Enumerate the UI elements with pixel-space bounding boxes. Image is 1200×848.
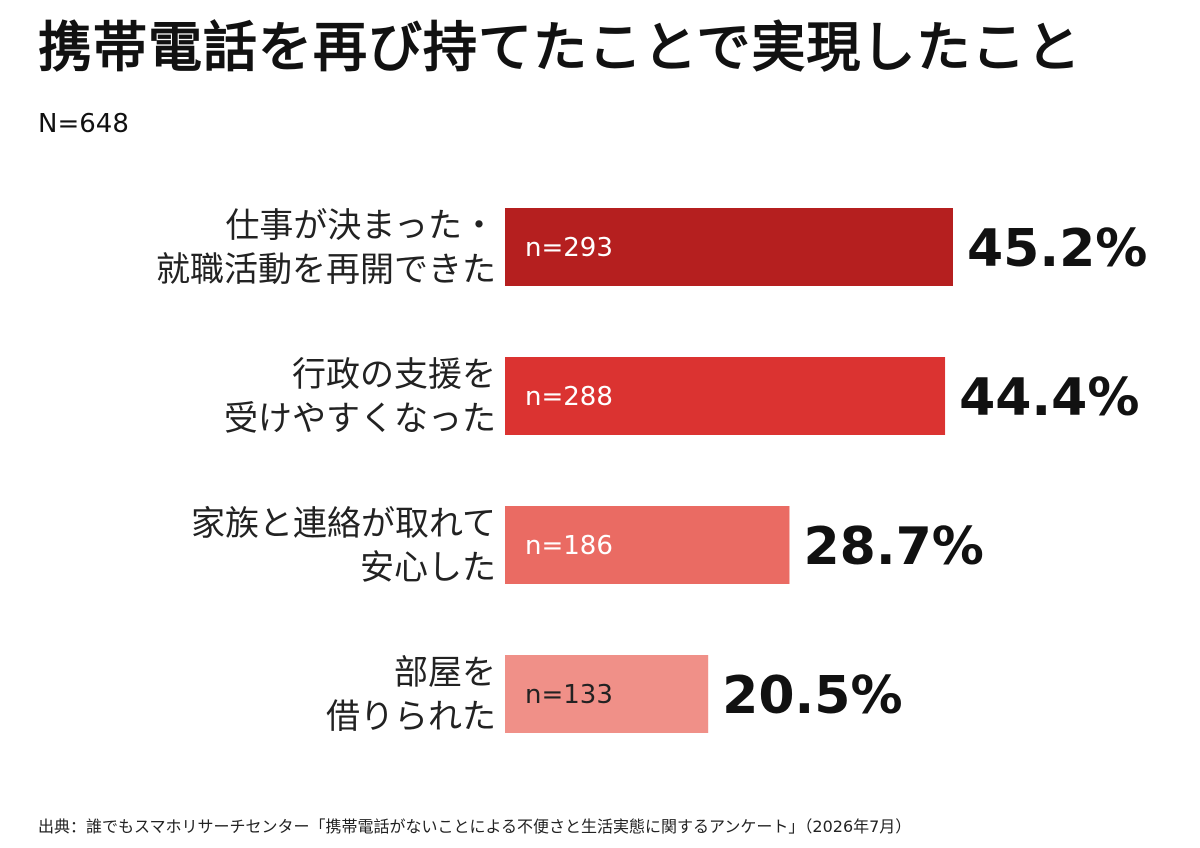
- bar-count-label: n=293: [525, 233, 613, 263]
- source-note: 出典：誰でもスマホリサーチセンター「携帯電話がないことによる不便さと生活実態に関…: [38, 817, 912, 836]
- chart-title: 携帯電話を再び持てたことで実現したこと: [38, 16, 1082, 79]
- category-label: 行政の支援を: [292, 355, 496, 395]
- bar: [505, 208, 953, 286]
- category-label: 受けやすくなった: [224, 399, 496, 439]
- category-label: 仕事が決まった・: [225, 206, 496, 246]
- bar-value-label: 45.2%: [967, 219, 1147, 279]
- category-label: 部屋を: [394, 653, 496, 693]
- bar-count-label: n=133: [525, 680, 613, 710]
- bar-value-label: 28.7%: [803, 517, 983, 577]
- bar-count-label: n=186: [525, 531, 613, 561]
- category-label: 就職活動を再開できた: [156, 250, 496, 290]
- category-label: 家族と連絡が取れて: [191, 504, 496, 544]
- bar: [505, 506, 790, 584]
- bar-count-label: n=288: [525, 382, 613, 412]
- bar: [505, 655, 709, 733]
- category-label: 借りられた: [326, 697, 496, 737]
- sample-size: N=648: [38, 109, 129, 139]
- category-label: 安心した: [360, 548, 496, 588]
- bar-value-label: 20.5%: [722, 666, 902, 726]
- bar-value-label: 44.4%: [959, 368, 1139, 428]
- bar: [505, 357, 946, 435]
